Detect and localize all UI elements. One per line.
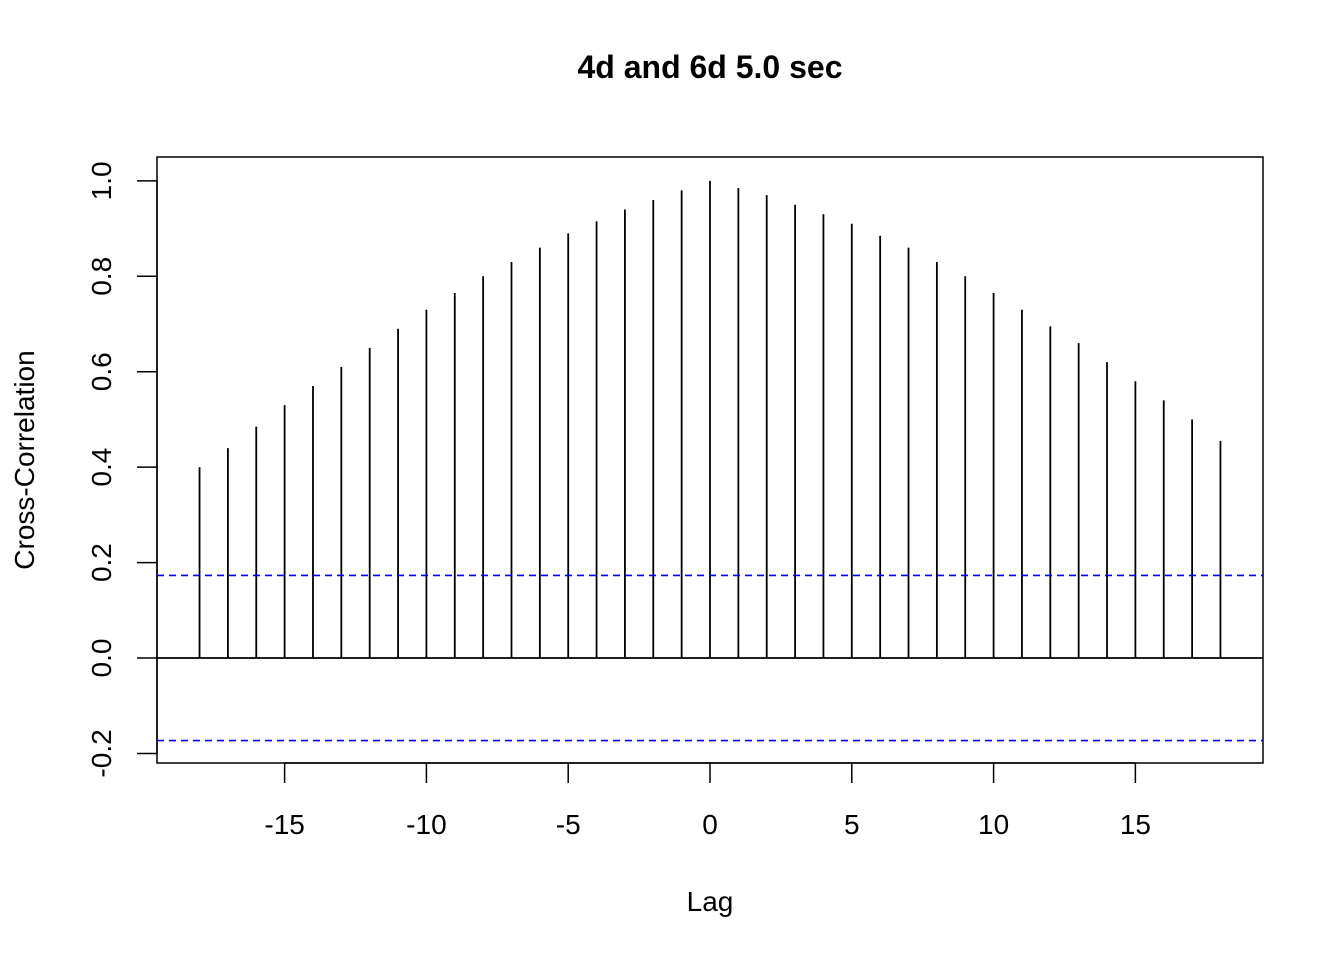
y-tick-label: 1.0 [86,161,117,200]
x-tick-label: 5 [844,809,860,840]
reference-lines [157,574,1263,742]
x-tick-label: -10 [406,809,446,840]
x-tick-label: 10 [978,809,1009,840]
ccf-spikes [198,180,1222,659]
y-tick-label: 0.8 [86,257,117,296]
chart-title: 4d and 6d 5.0 sec [577,49,842,85]
x-tick-label: 0 [702,809,718,840]
y-tick-label: 0.2 [86,543,117,582]
x-tick-label: -5 [556,809,581,840]
y-tick-label: 0.4 [86,448,117,487]
y-tick-label: -0.2 [86,729,117,777]
y-axis: -0.2 0.0 0.2 0.4 0.6 0.8 1.0 [86,161,158,778]
x-tick-label: -15 [264,809,304,840]
y-tick-label: 0.0 [86,639,117,678]
y-tick-label: 0.6 [86,352,117,391]
x-tick-label: 15 [1120,809,1151,840]
x-axis-label: Lag [687,886,734,917]
x-axis: -15 -10 -5 0 5 10 15 [264,762,1151,840]
y-axis-label: Cross-Correlation [9,350,40,569]
